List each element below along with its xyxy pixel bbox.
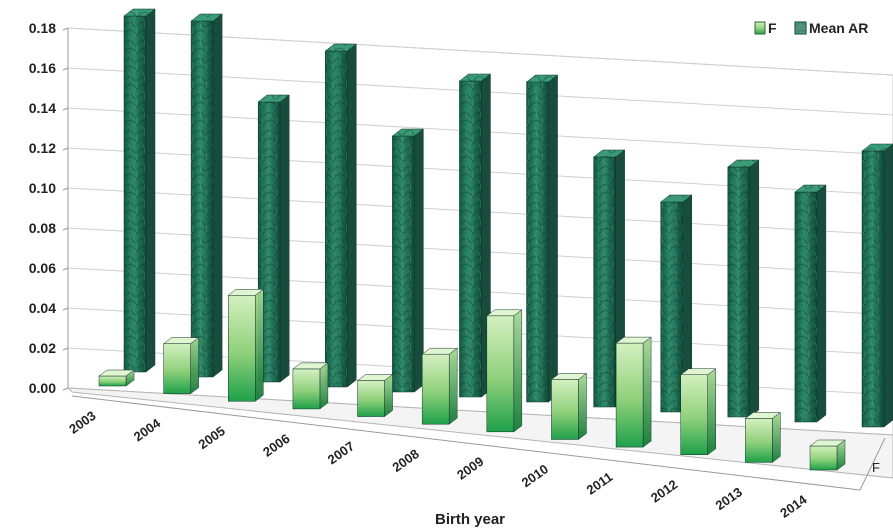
y-tick-label: 0.12 — [29, 140, 56, 156]
mean-ar-bars — [123, 8, 893, 428]
legend-label-f: F — [768, 20, 777, 36]
depth-axis-line — [859, 437, 886, 491]
legend: F Mean AR — [754, 20, 868, 36]
x-tick-label: 2004 — [131, 415, 164, 444]
f-bar-2012 — [679, 368, 717, 456]
f-bar-2003 — [98, 369, 135, 387]
y-tick-label: 0.10 — [29, 180, 56, 196]
x-tick-label: 2007 — [325, 438, 357, 467]
y-tick-mark — [62, 347, 69, 351]
mean-ar-bar-2007 — [391, 128, 425, 393]
y-tick-mark — [62, 267, 69, 271]
x-tick-label: 2006 — [260, 431, 292, 460]
f-bar-2006 — [292, 362, 329, 410]
x-tick-label: 2014 — [777, 491, 810, 520]
y-axis-ticks: 0.00 0.02 0.04 0.06 0.08 0.10 0.12 0.14 0.16 0.18 — [29, 20, 56, 396]
x-tick-label: 2013 — [713, 484, 745, 513]
depth-axis-label: F — [872, 460, 880, 475]
x-axis-label: Birth year — [435, 511, 505, 528]
y-tick-label: 0.18 — [29, 20, 56, 36]
f-bar-2009 — [486, 309, 523, 433]
y-tick-label: 0.14 — [29, 100, 56, 116]
legend-swatch-f — [754, 21, 766, 35]
x-tick-label: 2003 — [66, 408, 98, 437]
y-tick-mark — [62, 147, 69, 151]
y-tick-mark — [62, 27, 69, 31]
f-bar-2008 — [421, 347, 458, 425]
x-tick-label: 2008 — [389, 446, 421, 475]
mean-ar-bar-2014 — [861, 143, 893, 428]
y-tick-label: 0.02 — [29, 340, 56, 356]
mean-ar-bar-2009 — [525, 74, 559, 403]
y-tick-mark — [62, 187, 69, 191]
f-bar-2004 — [162, 337, 200, 395]
mean-ar-bar-2005 — [257, 94, 290, 383]
y-tick-label: 0.08 — [29, 220, 56, 236]
mean-ar-bar-2003 — [123, 8, 156, 373]
f-bar-2011 — [615, 336, 652, 448]
legend-swatch-mean-ar-fill — [795, 22, 806, 34]
y-tick-mark — [62, 307, 69, 311]
mean-ar-bar-2008 — [458, 73, 492, 398]
mean-ar-bar-2006 — [324, 43, 358, 388]
y-tick-label: 0.04 — [29, 300, 56, 316]
y-tick-label: 0.00 — [29, 380, 56, 396]
f-bar-2014 — [809, 439, 846, 471]
y-tick-mark — [62, 67, 69, 71]
f-bar-2005 — [227, 288, 265, 402]
y-tick-mark — [62, 387, 69, 391]
legend-label-mean-ar: Mean AR — [809, 20, 868, 36]
x-tick-label: 2012 — [648, 477, 680, 506]
y-tick-label: 0.16 — [29, 60, 56, 76]
x-axis-line — [71, 395, 861, 491]
f-bar-2010 — [550, 372, 588, 440]
x-tick-label: 2009 — [454, 454, 486, 483]
mean-ar-bar-2010 — [592, 149, 626, 408]
x-tick-label: 2011 — [584, 469, 616, 497]
f-bars — [98, 288, 846, 471]
mean-ar-bar-2011 — [659, 194, 693, 413]
mean-ar-bar-2013 — [794, 184, 827, 423]
y-tick-mark — [62, 227, 69, 231]
y-tick-mark — [62, 107, 69, 111]
f-bar-2007 — [356, 374, 394, 418]
x-tick-label: 2005 — [196, 423, 228, 452]
mean-ar-bar-2004 — [190, 13, 223, 378]
x-tick-label: 2010 — [519, 461, 551, 490]
y-tick-label: 0.06 — [29, 260, 56, 276]
f-bar-2013 — [744, 411, 782, 463]
mean-ar-bar-2012 — [727, 159, 760, 418]
